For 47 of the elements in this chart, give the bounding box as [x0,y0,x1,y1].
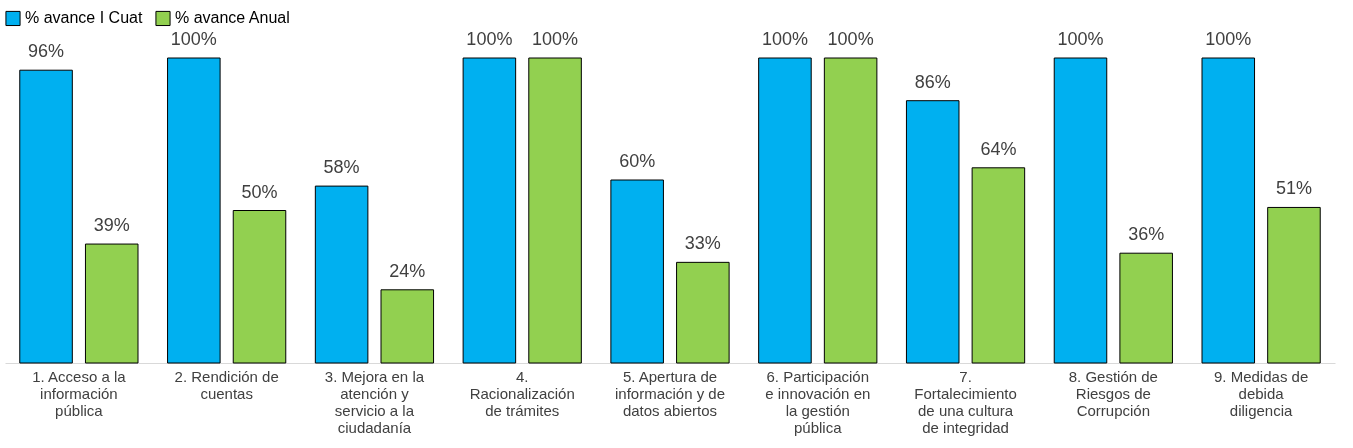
data-label: 100% [466,29,513,49]
data-label: 33% [684,233,721,254]
bar [232,210,287,364]
data-label: 100% [532,29,579,49]
data-label: 64% [980,138,1017,159]
data-label: 96% [28,41,65,62]
bar [971,167,1026,364]
data-label: 60% [619,151,656,171]
x-tick-label: 5. Apertura de información y de datos abiertos [614,367,726,419]
data-label: 51% [1275,178,1312,199]
data-label: 86% [914,71,951,92]
data-label: 58% [323,157,360,178]
x-tick-label: 6. Participación e innovación en la gestión pública [765,367,871,436]
bar [167,57,221,364]
bar [758,57,812,364]
data-label: 100% [1205,29,1252,49]
bar [84,243,139,364]
x-tick-label: 2. Rendición de cuentas [174,367,279,402]
bar [380,289,435,364]
x-tick-label: 7. Fortalecimiento de una cultura de integridad [914,367,1017,436]
bar [1053,57,1108,364]
data-label: 36% [1128,224,1165,245]
bar [823,57,878,364]
bar [610,179,664,364]
bar [676,261,730,364]
bar [314,185,369,364]
x-tick-label: 1. Acceso a la información pública [32,367,127,419]
x-tick-label: 4. Racionalización de trámites [469,367,575,419]
x-tick-label: 9. Medidas de debida diligencia [1213,367,1309,419]
bar [1119,252,1173,364]
legend-label: % avance I Cuat [25,9,143,27]
bar [905,100,960,364]
data-label: 100% [827,29,874,49]
x-tick-label: 3. Mejora en la atención y servicio a la ciudadanía [324,367,425,436]
data-label: 50% [241,181,278,202]
bar [462,57,517,364]
bar [1267,206,1321,364]
data-label: 24% [389,260,426,281]
x-tick-label: 8. Gestión de Riesgos de Corrupción [1068,367,1158,419]
data-label: 100% [170,29,217,49]
data-label: 39% [93,215,130,236]
data-label: 100% [761,29,808,49]
data-label: 100% [1057,29,1104,49]
bar [1201,57,1256,364]
bar [19,69,73,364]
bar [528,57,582,364]
legend-label: % avance Anual [175,9,290,27]
